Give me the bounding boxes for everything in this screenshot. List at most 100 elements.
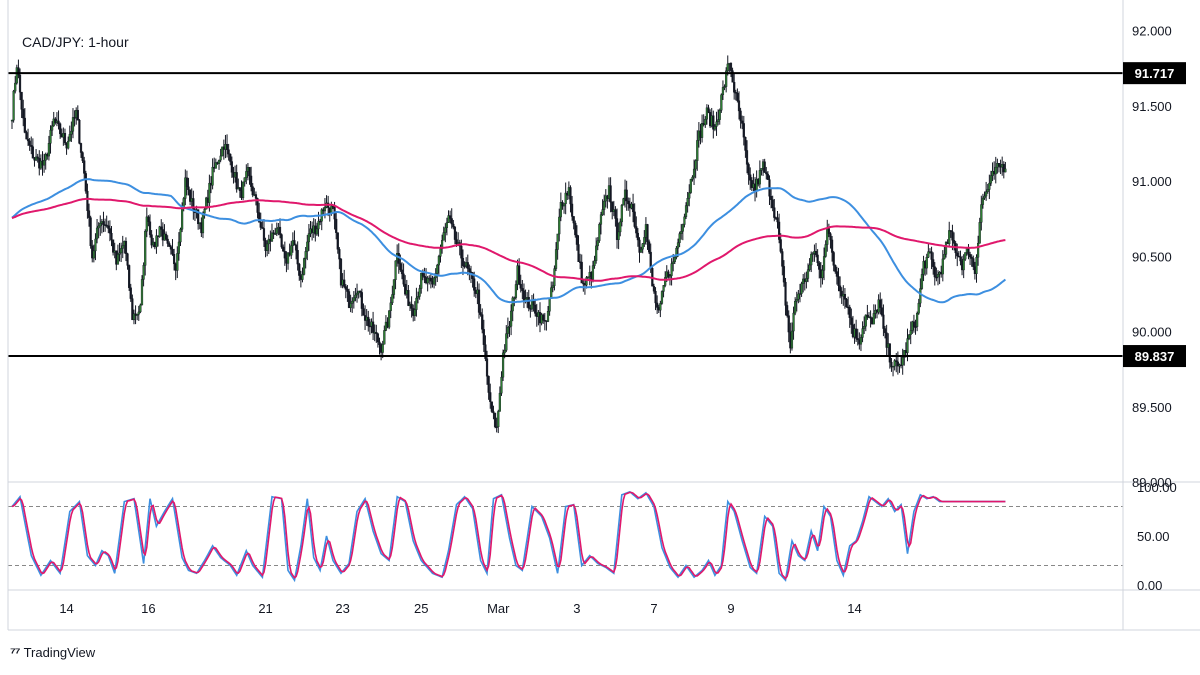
candle-body	[912, 321, 916, 327]
candle	[500, 371, 503, 396]
candle	[169, 244, 172, 255]
candle-body	[766, 173, 769, 180]
candle-body	[667, 271, 670, 278]
candle-body	[201, 212, 205, 234]
candle	[280, 233, 283, 249]
candle	[603, 194, 606, 216]
candle	[959, 250, 962, 266]
candle-body	[283, 251, 286, 259]
candle-body	[763, 161, 766, 173]
candle	[850, 308, 853, 334]
candle-body	[245, 171, 248, 178]
candle	[315, 222, 319, 236]
candle-body	[983, 195, 986, 199]
candle-body	[631, 203, 635, 213]
candle	[615, 208, 619, 249]
candle-body	[319, 220, 322, 223]
candle-body	[208, 182, 211, 203]
candle	[94, 233, 97, 261]
candle-body	[97, 225, 100, 229]
candle-body	[302, 258, 306, 275]
candle-body	[70, 130, 73, 135]
candle	[790, 322, 794, 351]
candle-body	[721, 87, 725, 96]
candle	[519, 274, 522, 293]
candle-body	[855, 328, 858, 339]
candle-body	[83, 160, 86, 174]
candle	[243, 177, 246, 187]
candles	[10, 55, 1007, 434]
candle-body	[641, 243, 644, 250]
candle-body	[872, 313, 875, 325]
candle	[733, 73, 736, 100]
candle-body	[818, 262, 821, 270]
candle	[148, 214, 152, 238]
candle-body	[404, 283, 407, 295]
candle-body	[832, 252, 835, 266]
candle-body	[344, 286, 347, 290]
candle-body	[112, 239, 115, 253]
candle-body	[68, 134, 71, 142]
candle	[691, 175, 694, 182]
candle-body	[126, 253, 129, 266]
candle	[335, 212, 338, 240]
candle-body	[439, 248, 442, 257]
candle	[872, 304, 875, 325]
candle-body	[837, 276, 840, 287]
candle	[883, 325, 887, 339]
candle	[26, 128, 30, 146]
candle	[771, 195, 774, 212]
candle-body	[315, 228, 319, 235]
candle-body	[914, 326, 917, 328]
candle	[477, 283, 481, 319]
candle-body	[959, 256, 962, 262]
candle-body	[593, 260, 596, 266]
candle	[675, 246, 678, 260]
candle	[832, 250, 835, 272]
candle	[1002, 161, 1005, 179]
candle-body	[622, 198, 625, 206]
candle-body	[383, 330, 386, 345]
candle-body	[670, 263, 673, 276]
candle	[68, 125, 71, 142]
candle	[760, 168, 763, 176]
candle-body	[187, 186, 190, 190]
candle	[601, 199, 604, 216]
candle-body	[217, 159, 221, 164]
candle-body	[542, 314, 545, 321]
candle	[107, 220, 110, 234]
candle-body	[930, 251, 933, 260]
candle	[51, 121, 54, 136]
candle	[765, 166, 768, 180]
candle-body	[367, 316, 370, 327]
candle-body	[943, 254, 946, 260]
candle	[241, 181, 245, 201]
candle	[81, 151, 84, 163]
candle-body	[810, 253, 813, 266]
candle	[816, 249, 819, 267]
candle	[76, 105, 79, 121]
price-tick-label: 89.500	[1132, 400, 1172, 415]
candle	[354, 287, 357, 302]
candle	[909, 321, 912, 345]
candle	[684, 202, 688, 220]
candle-body	[994, 166, 997, 175]
candle-body	[410, 303, 413, 309]
candle	[935, 267, 938, 282]
time-tick-label: 25	[414, 601, 428, 616]
candle	[158, 225, 161, 238]
candle	[304, 246, 307, 269]
candle-body	[501, 352, 505, 378]
candle	[726, 55, 729, 76]
candle-body	[136, 314, 139, 316]
candle-body	[421, 272, 424, 277]
candle-body	[944, 242, 948, 255]
chart-title: CAD/JPY: 1-hour	[22, 34, 129, 50]
candle-body	[726, 63, 729, 72]
candle-body	[495, 426, 498, 428]
candle	[744, 136, 747, 158]
candle-body	[20, 91, 23, 110]
candle	[848, 304, 851, 328]
candle-body	[394, 260, 397, 280]
candle	[221, 146, 224, 157]
